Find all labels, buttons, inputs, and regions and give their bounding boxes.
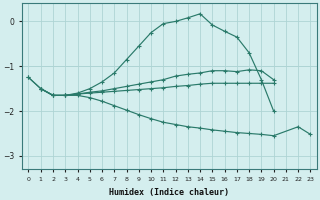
X-axis label: Humidex (Indice chaleur): Humidex (Indice chaleur) (109, 188, 229, 197)
